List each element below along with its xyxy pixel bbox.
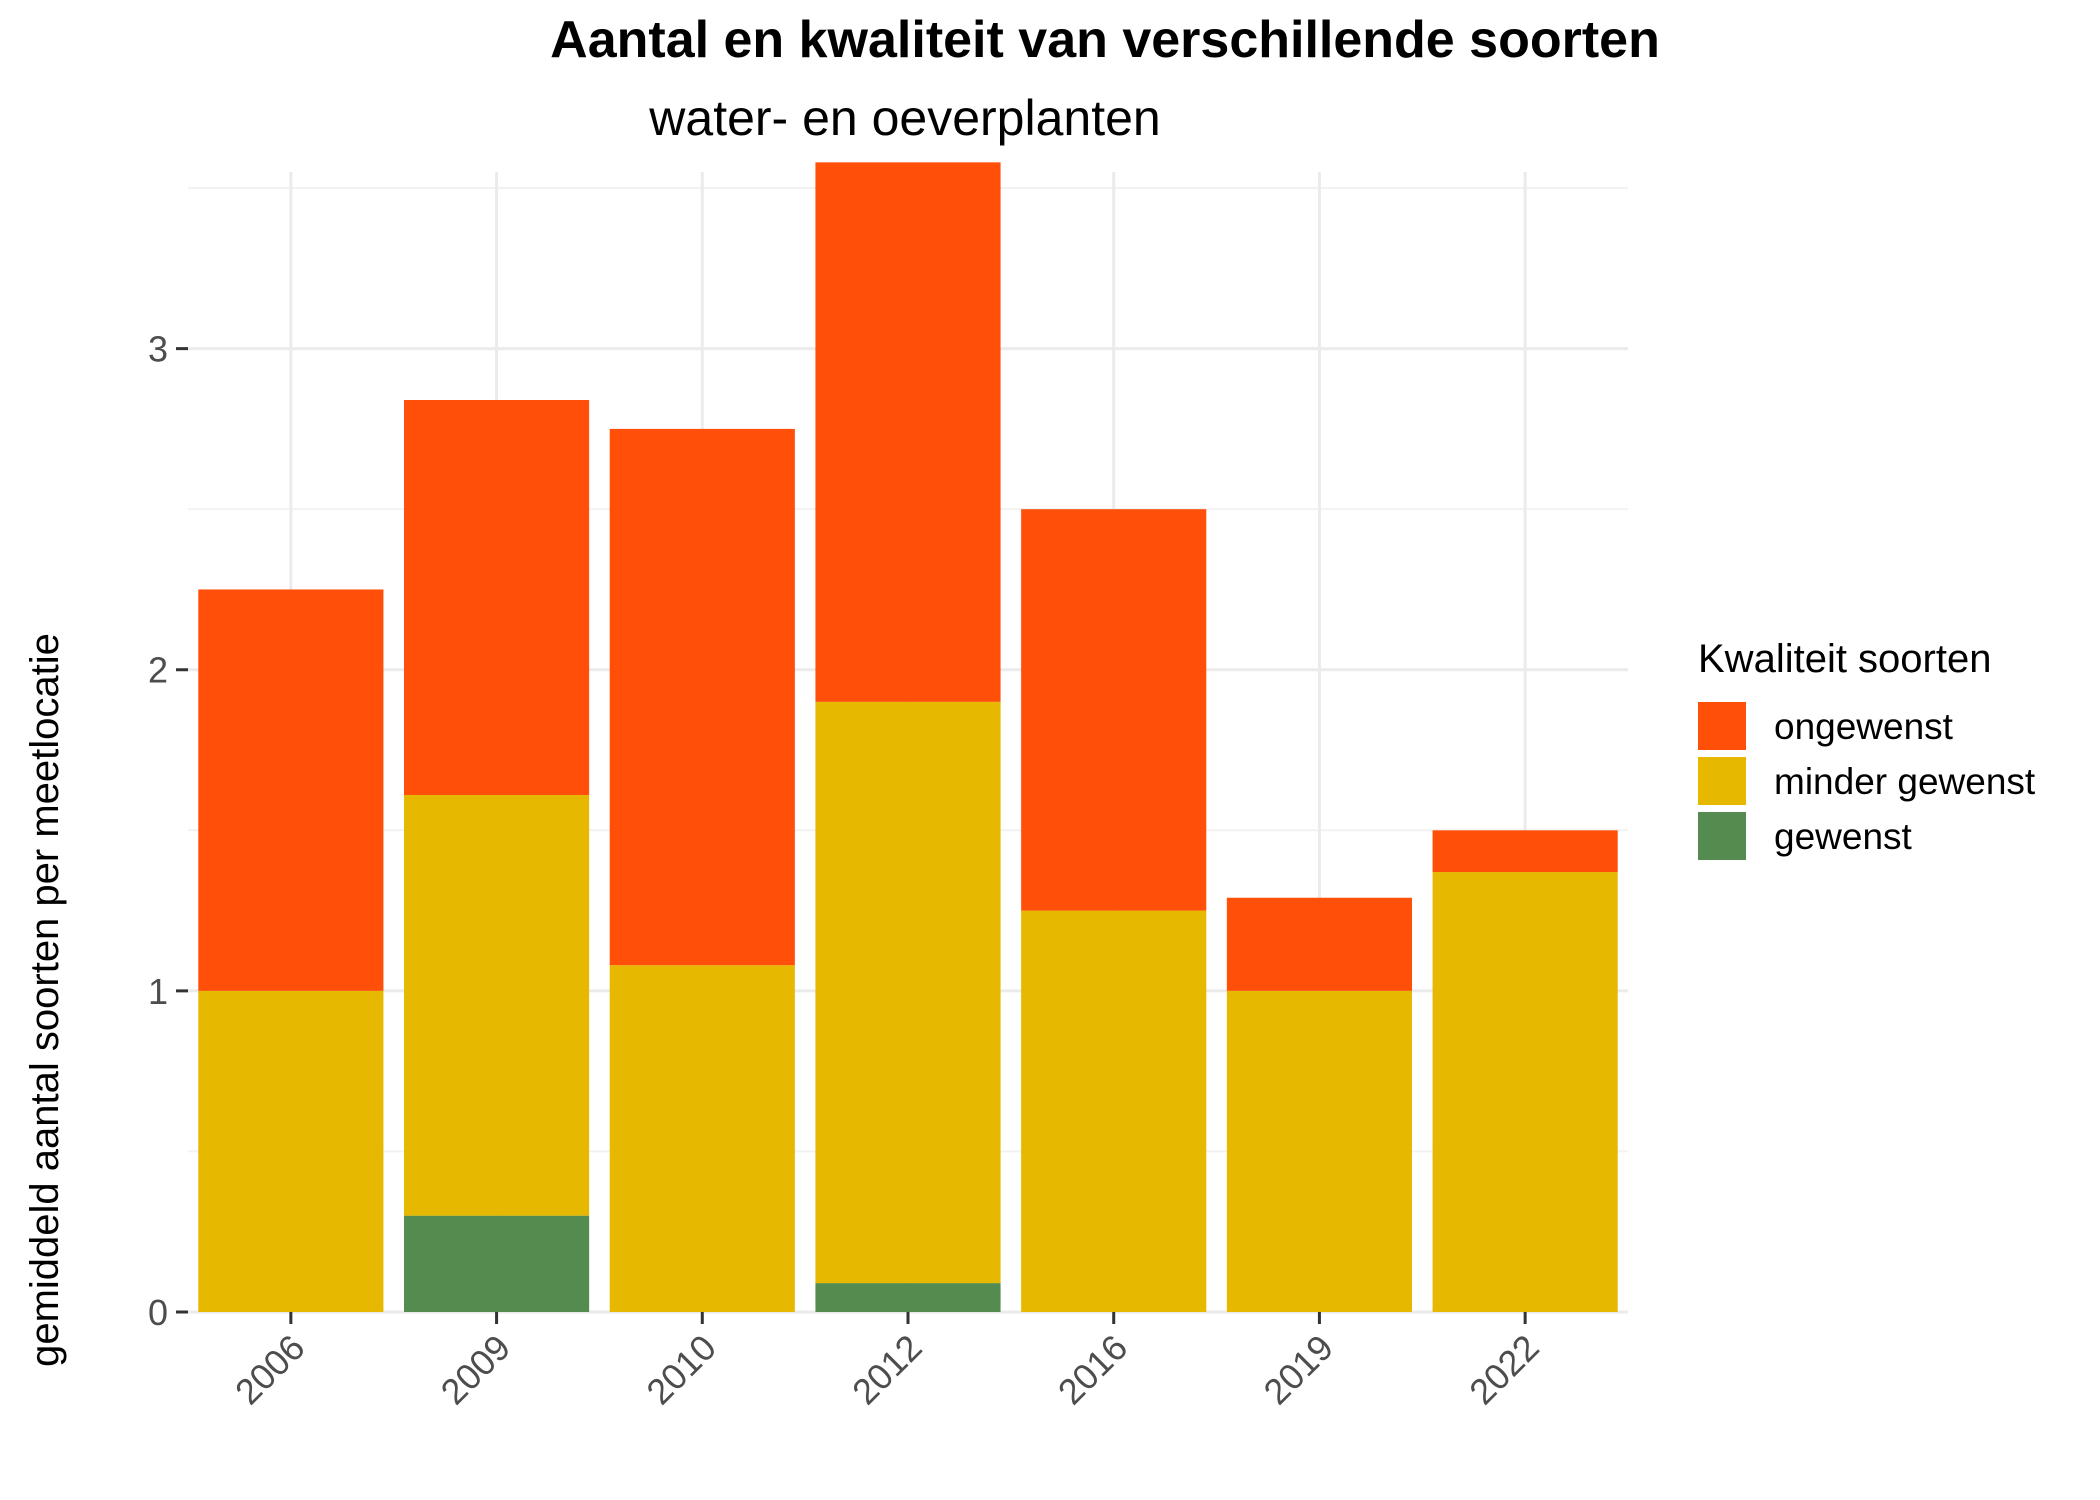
bar-2012-ongewenst (815, 162, 1001, 702)
bar-2009-ongewenst (404, 400, 590, 795)
chart-title: Aantal en kwaliteit van verschillende so… (550, 11, 1660, 69)
y-tick-label: 1 (148, 971, 168, 1012)
y-tick-label: 3 (148, 329, 168, 370)
bar-2009-gewenst (404, 1215, 590, 1312)
x-axis: 2006 2009 2010 2012 2016 2019 2022 (227, 1312, 1547, 1412)
legend-items: ongewenst minder gewenst gewenst (1698, 702, 2036, 860)
bar-2019-minder-gewenst (1226, 990, 1412, 1312)
bar-2016-ongewenst (1021, 509, 1207, 911)
y-tick-label: 2 (148, 650, 168, 691)
legend-label-ongewenst: ongewenst (1774, 706, 1954, 747)
x-tick-label: 2019 (1255, 1327, 1341, 1413)
x-tick-label: 2009 (433, 1327, 519, 1413)
y-tick-label: 0 (148, 1292, 168, 1333)
bar-2009-minder-gewenst (404, 794, 590, 1216)
chart-subtitle: water- en oeverplanten (648, 90, 1160, 146)
plot-area: 0 1 2 3 2006 2009 2010 2012 2016 2019 2022 (148, 162, 1628, 1412)
legend-title: Kwaliteit soorten (1698, 637, 1991, 681)
bar-2006-ongewenst (198, 589, 384, 991)
bar-2012-gewenst (815, 1283, 1001, 1312)
x-tick-label: 2022 (1461, 1327, 1547, 1413)
bar-2019-ongewenst (1226, 897, 1412, 991)
legend-swatch-gewenst (1698, 812, 1746, 860)
bars (198, 162, 1618, 1312)
x-tick-label: 2006 (227, 1327, 313, 1413)
bar-2022-ongewenst (1432, 830, 1618, 873)
x-tick-label: 2012 (844, 1327, 930, 1413)
bar-2010-ongewenst (609, 428, 795, 966)
bar-2010-minder-gewenst (609, 965, 795, 1312)
legend-swatch-minder-gewenst (1698, 757, 1746, 805)
bar-2012-minder-gewenst (815, 701, 1001, 1284)
y-axis: 0 1 2 3 (148, 329, 188, 1333)
x-tick-label: 2010 (638, 1327, 724, 1413)
legend-swatch-ongewenst (1698, 702, 1746, 750)
bar-2022-minder-gewenst (1432, 872, 1618, 1312)
bar-2016-minder-gewenst (1021, 910, 1207, 1312)
bar-2006-minder-gewenst (198, 990, 384, 1312)
legend-label-minder-gewenst: minder gewenst (1774, 761, 2036, 802)
legend-label-gewenst: gewenst (1774, 816, 1913, 857)
x-tick-label: 2016 (1050, 1327, 1136, 1413)
y-axis-title: gemiddeld aantal soorten per meetlocatie (23, 633, 67, 1367)
legend: Kwaliteit soorten ongewenst minder gewens… (1698, 637, 2036, 860)
